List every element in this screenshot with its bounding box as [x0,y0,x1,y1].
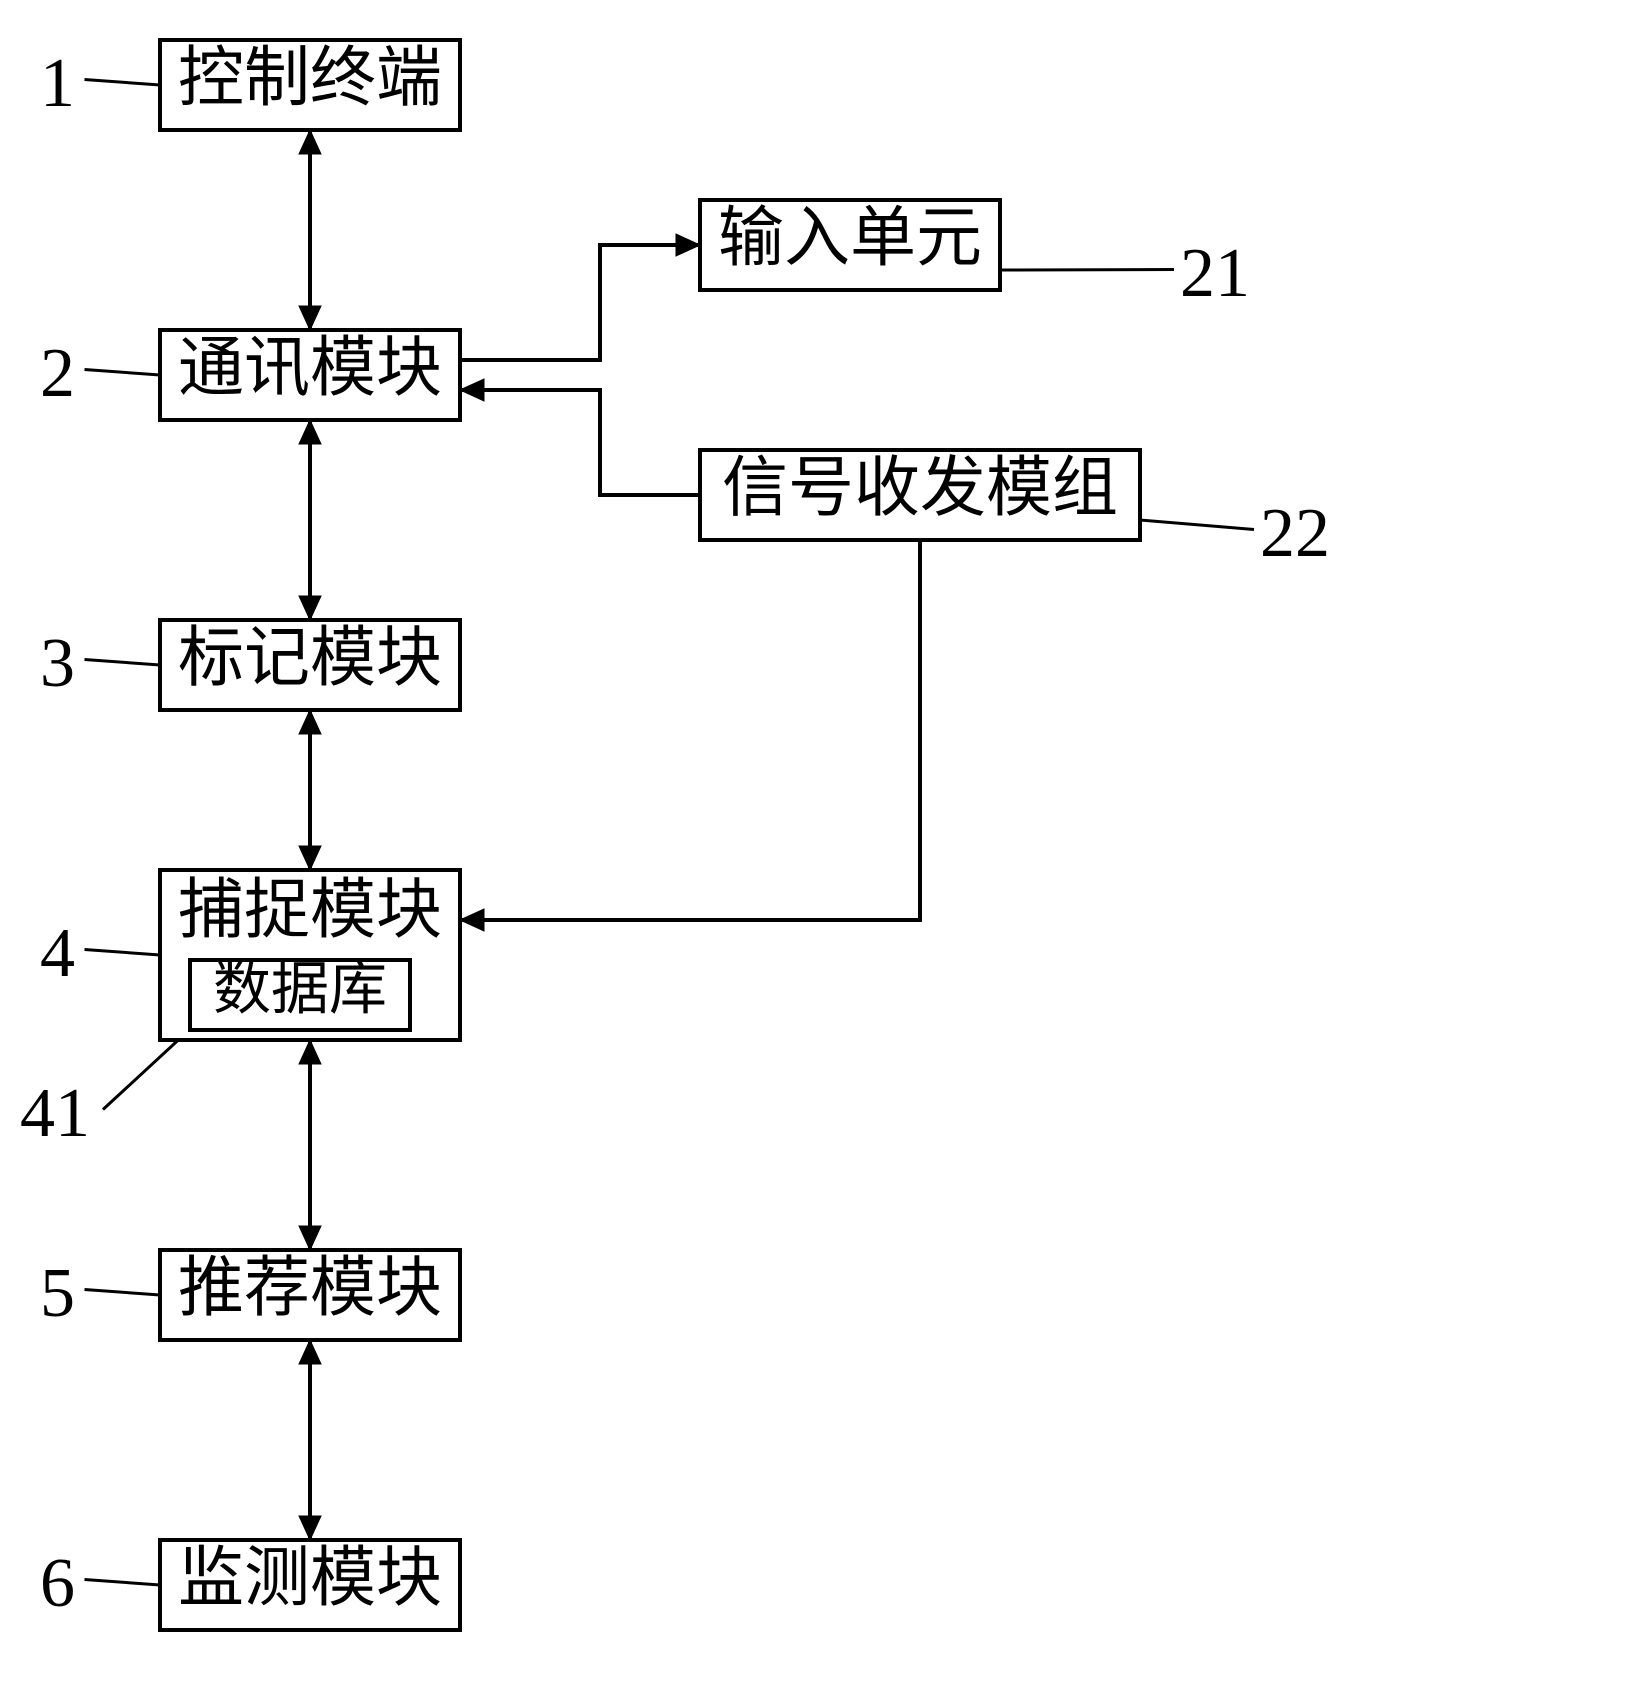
ref-label-1: 1 [40,45,75,122]
edge-n2-n21 [460,245,700,360]
leader-21 [1000,270,1174,271]
ref-label-6: 6 [40,1545,75,1622]
leader-4 [85,950,161,956]
leader-6 [85,1580,161,1586]
node-n21-label: 输入单元 [718,202,982,275]
node-n41-label: 数据库 [213,956,387,1021]
ref-label-21: 21 [1180,235,1250,312]
node-n3: 标记模块 [160,620,460,710]
node-n6-label: 监测模块 [178,1542,442,1615]
ref-label-22: 22 [1260,495,1330,572]
leader-3 [85,660,161,666]
node-n1-label: 控制终端 [178,42,442,115]
ref-label-2: 2 [40,335,75,412]
node-n3-label: 标记模块 [178,622,442,695]
node-n5-label: 推荐模块 [178,1252,442,1325]
edge-n22-n2 [460,390,700,495]
node-n5: 推荐模块 [160,1250,460,1340]
node-n41: 数据库 [190,956,410,1030]
leader-22 [1140,520,1254,530]
leader-2 [85,370,161,376]
ref-label-3: 3 [40,625,75,702]
leader-1 [85,80,161,86]
leader-5 [85,1290,161,1296]
ref-label-5: 5 [40,1255,75,1332]
node-n2-label: 通讯模块 [178,332,442,405]
edge-n22-n4 [460,540,920,920]
node-n1: 控制终端 [160,40,460,130]
node-n6: 监测模块 [160,1540,460,1630]
ref-label-41: 41 [20,1075,90,1152]
node-n22: 信号收发模组 [700,450,1140,540]
node-n21: 输入单元 [700,200,1000,290]
node-n4-label: 捕捉模块 [178,874,442,947]
node-n22-label: 信号收发模组 [722,452,1118,525]
ref-label-4: 4 [40,915,75,992]
node-n2: 通讯模块 [160,330,460,420]
